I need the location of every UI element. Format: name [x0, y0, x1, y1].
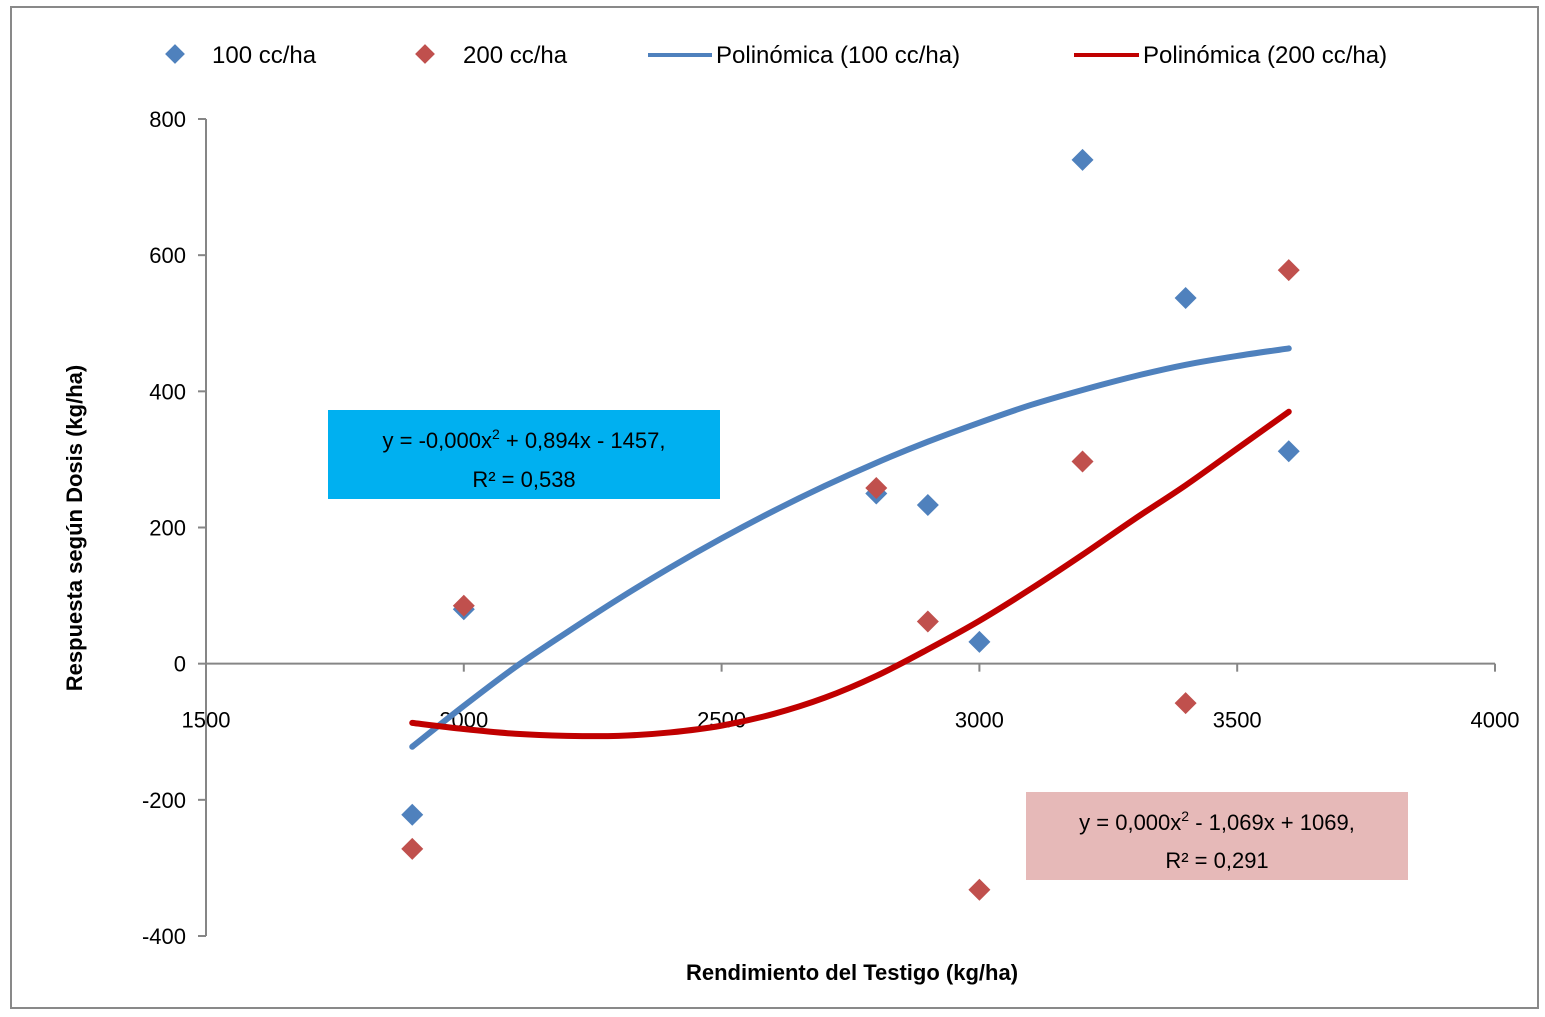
x-tick-label: 3500	[1213, 708, 1262, 733]
legend-item-200cc: 200 cc/ha	[415, 42, 568, 69]
x-tick-label: 1500	[182, 708, 231, 733]
plot-area	[401, 148, 1300, 901]
equation-200cc-line1: y = 0,000x2 - 1,069x + 1069,	[1079, 808, 1355, 835]
point-200cc	[916, 610, 939, 633]
legend-item-100cc: 100 cc/ha	[165, 42, 317, 69]
legend-label-poly100: Polinómica (100 cc/ha)	[716, 42, 960, 69]
y-tick-label: -400	[142, 924, 186, 949]
y-tick-label: 600	[149, 243, 186, 268]
trendline-poly200	[409, 408, 1292, 740]
x-tick-label: 4000	[1471, 708, 1520, 733]
y-tick-label: 400	[149, 379, 186, 404]
equation-100cc-line2: R² = 0,538	[472, 467, 575, 492]
point-200cc	[452, 594, 475, 617]
trendline-poly100	[409, 345, 1292, 750]
equation-200cc-line2: R² = 0,291	[1165, 848, 1268, 873]
equation-100cc-line1: y = -0,000x2 + 0,894x - 1457,	[383, 426, 666, 453]
y-tick-label: -200	[142, 788, 186, 813]
legend-item-poly100: Polinómica (100 cc/ha)	[648, 42, 960, 69]
point-100cc	[916, 494, 939, 517]
point-100cc	[401, 803, 424, 826]
legend-marker-200cc	[415, 44, 435, 64]
point-100cc	[1174, 287, 1197, 310]
legend-marker-100cc	[165, 44, 185, 64]
x-axis: 1500 2000 2500 3000 3500 4000	[182, 662, 1520, 733]
legend: 100 cc/ha 200 cc/ha Polinómica (100 cc/h…	[165, 42, 1387, 69]
equation-box-100cc-bg	[328, 410, 720, 499]
y-axis-title: Respuesta según Dosis (kg/ha)	[62, 365, 87, 691]
x-axis-title: Rendimiento del Testigo (kg/ha)	[686, 960, 1018, 985]
legend-item-poly200: Polinómica (200 cc/ha)	[1074, 42, 1387, 69]
equation-box-200cc: y = 0,000x2 - 1,069x + 1069, R² = 0,291	[1026, 792, 1408, 880]
legend-label-poly200: Polinómica (200 cc/ha)	[1143, 42, 1387, 69]
y-tick-label: 200	[149, 516, 186, 541]
y-tick-label: 0	[174, 652, 186, 677]
point-200cc	[1174, 692, 1197, 715]
point-200cc	[401, 837, 424, 860]
x-tick-label: 3000	[955, 708, 1004, 733]
point-100cc	[1277, 440, 1300, 463]
point-200cc	[1071, 450, 1094, 473]
legend-label-200cc: 200 cc/ha	[463, 42, 568, 69]
y-tick-label: 800	[149, 107, 186, 132]
point-200cc	[865, 477, 888, 500]
point-200cc	[1277, 259, 1300, 282]
equation-box-100cc: y = -0,000x2 + 0,894x - 1457, R² = 0,538	[328, 410, 720, 499]
y-axis: 800 600 400 200 0 -200 -400	[142, 107, 207, 949]
legend-label-100cc: 100 cc/ha	[212, 42, 317, 69]
point-200cc	[968, 878, 991, 901]
point-100cc	[968, 630, 991, 653]
point-100cc	[1071, 148, 1094, 171]
equation-box-200cc-bg	[1026, 792, 1408, 880]
